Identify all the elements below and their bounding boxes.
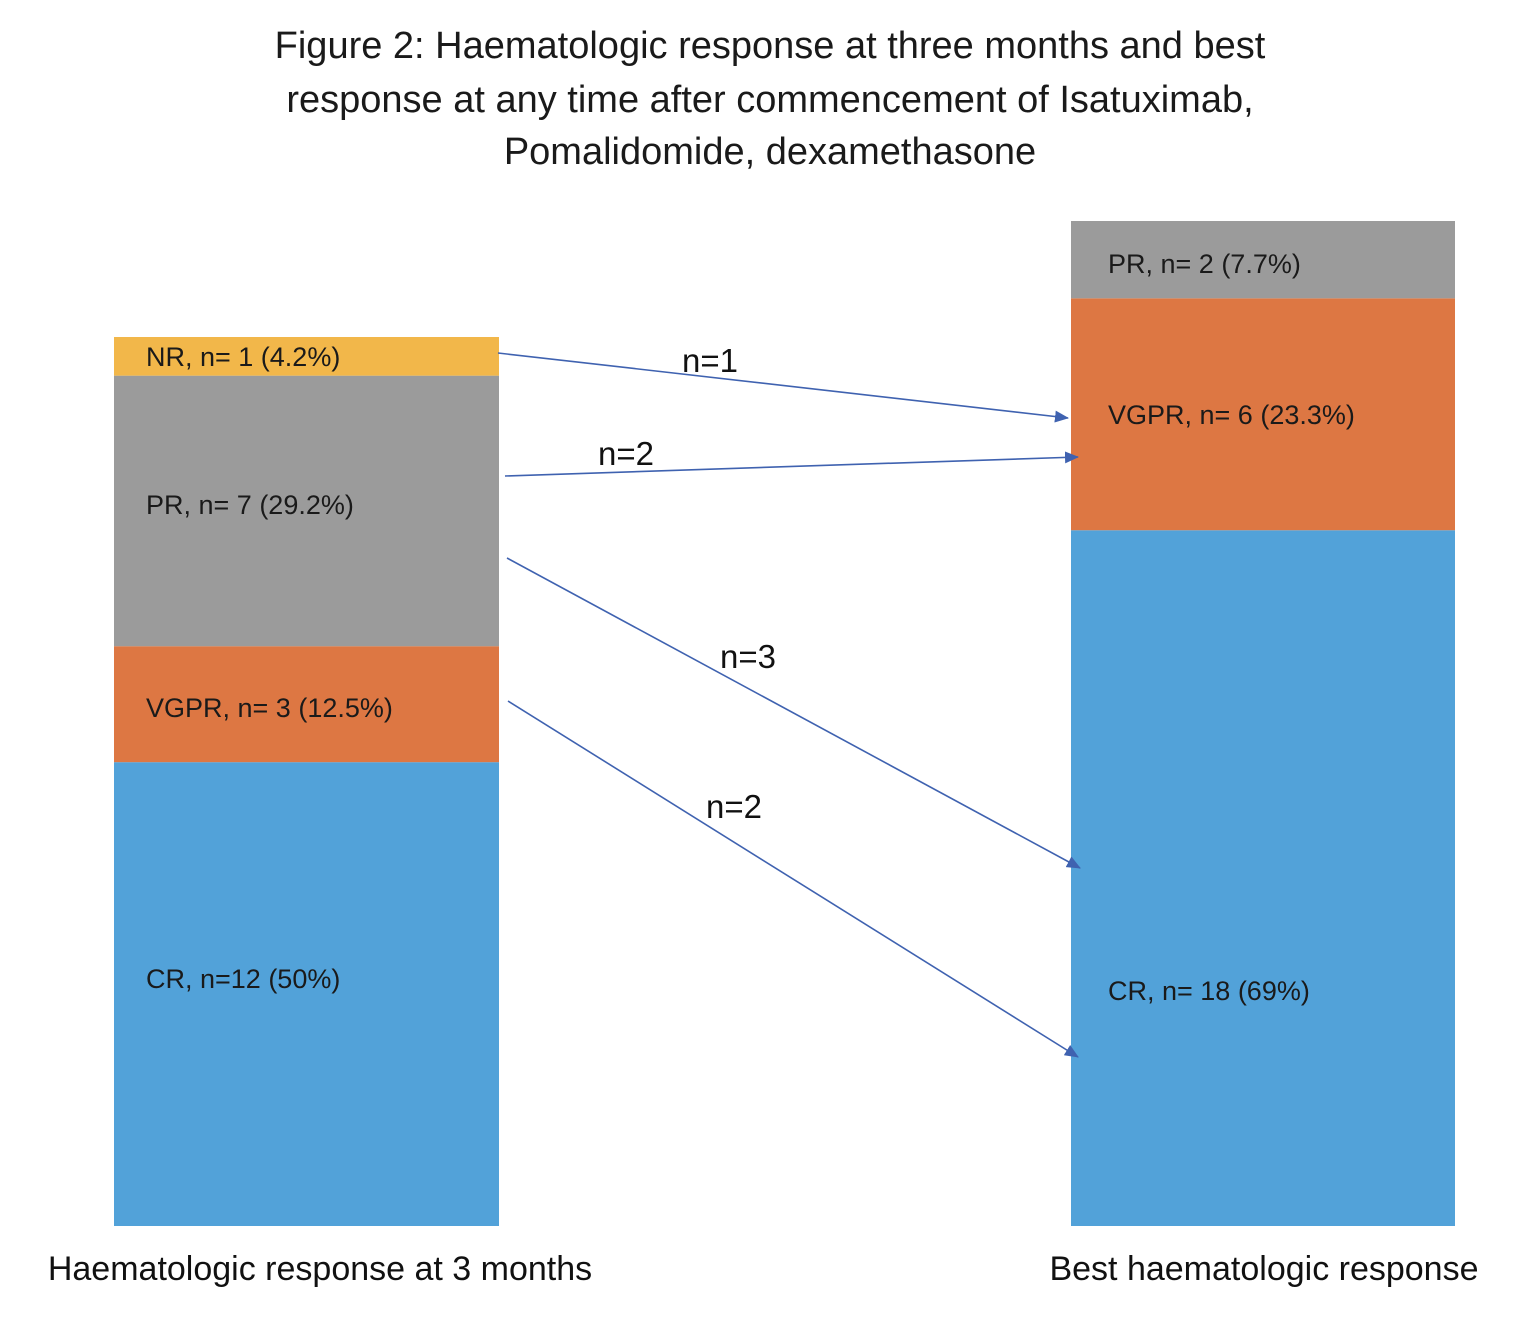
- flow-label-3: n=3: [720, 638, 776, 675]
- bar-2: CR, n= 18 (69%) VGPR, n= 6 (23.3%) PR, n= …: [1071, 221, 1455, 1226]
- bar-2-segment-cr: [1071, 530, 1455, 1226]
- chart-title-line-1: Figure 2: Haematologic response at three…: [275, 25, 1266, 67]
- bar-1-segment-pr: [114, 375, 499, 647]
- column-label-1: Haematologic response at 3 months: [48, 1250, 592, 1288]
- bar-2-label-vgpr: VGPR, n= 6 (23.3%): [1108, 400, 1355, 430]
- flow-label-4: n=2: [706, 788, 762, 825]
- column-label-2: Best haematologic response: [1049, 1250, 1478, 1288]
- flow-arrow-pr-to-vgpr: [504, 451, 1079, 477]
- bar-2-label-cr: CR, n= 18 (69%): [1108, 976, 1310, 1006]
- bar-1-label-nr: NR, n= 1 (4.2%): [146, 342, 340, 372]
- flow-arrow-vgpr-to-cr: [507, 700, 1079, 1058]
- bar-1-segment-nr: [114, 337, 499, 376]
- column-labels: Haematologic response at 3 months Best ha…: [48, 1250, 1479, 1288]
- flow-arrow-nr-to-vgpr: [497, 352, 1069, 423]
- bar-1-label-vgpr: VGPR, n= 3 (12.5%): [146, 693, 393, 723]
- chart-title-line-2: response at any time after commencement …: [286, 79, 1253, 121]
- stacked-bars: CR, n=12 (50%) VGPR, n= 3 (12.5%) PR, n= 7…: [114, 221, 1455, 1226]
- bar-2-segment-vgpr: [1071, 298, 1455, 531]
- chart-title: Figure 2: Haematologic response at three…: [275, 25, 1266, 173]
- bar-1-label-cr: CR, n=12 (50%): [146, 964, 340, 994]
- bar-1-label-pr: PR, n= 7 (29.2%): [146, 490, 354, 520]
- transition-arrows: n=1 n=2 n=3 n=2: [497, 342, 1081, 1058]
- bar-2-segment-pr: [1071, 221, 1455, 299]
- flow-arrow-pr-to-cr: [506, 557, 1081, 869]
- flow-label-2: n=2: [598, 435, 654, 472]
- bar-1: CR, n=12 (50%) VGPR, n= 3 (12.5%) PR, n= 7…: [114, 337, 499, 1226]
- bar-1-segment-cr: [114, 762, 499, 1226]
- flow-label-1: n=1: [682, 342, 738, 379]
- bar-2-label-pr: PR, n= 2 (7.7%): [1108, 249, 1301, 279]
- bar-1-segment-vgpr: [114, 646, 499, 763]
- chart-title-line-3: Pomalidomide, dexamethasone: [504, 131, 1036, 173]
